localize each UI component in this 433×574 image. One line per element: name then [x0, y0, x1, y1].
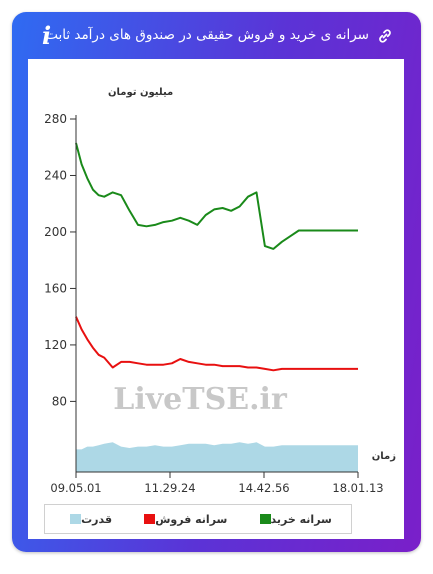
y-axis-label: میلیون تومان	[108, 87, 173, 98]
x-axis-label: زمان	[372, 451, 396, 462]
legend-swatch	[144, 514, 156, 524]
chart-svg: LiveTSE.ir 80 120 160 200 240 280 09.05.01 11.2…	[44, 87, 396, 495]
chart-title: سرانه ی خرید و فروش حقیقی در صندوق های د…	[45, 27, 369, 43]
series-line-1	[75, 316, 358, 372]
legend-swatch	[259, 514, 271, 524]
chart-card: i سرانه ی خرید و فروش حقیقی در صندوق های…	[12, 12, 421, 552]
legend-label: سرانه خرید	[270, 512, 332, 526]
y-tick-label: 120	[44, 338, 67, 352]
chart-panel: LiveTSE.ir 80 120 160 200 240 280 09.05.01 11.2…	[28, 59, 404, 539]
info-icon[interactable]: i	[42, 21, 52, 50]
legend-label: سرانه فروش	[155, 512, 228, 526]
x-tick-label: 11.29.24	[144, 481, 195, 495]
watermark: LiveTSE.ir	[113, 382, 288, 417]
legend-label: قدرت	[81, 512, 113, 526]
y-tick-label: 80	[52, 394, 67, 408]
legend-swatch	[70, 514, 82, 524]
legend: سرانه خرید سرانه فروش قدرت	[44, 504, 352, 534]
series-area-2	[76, 442, 358, 472]
legend-item[interactable]: سرانه خرید	[254, 513, 332, 526]
card-header: i سرانه ی خرید و فروش حقیقی در صندوق های…	[12, 12, 421, 60]
legend-item[interactable]: سرانه فروش	[138, 513, 227, 526]
y-tick-label: 280	[44, 112, 67, 126]
x-tick-label: 14.42.56	[238, 481, 289, 495]
y-tick-label: 240	[44, 168, 67, 182]
legend-item[interactable]: قدرت	[64, 513, 112, 526]
x-tick-label: 18.01.13	[332, 481, 383, 495]
y-tick-label: 200	[44, 225, 67, 239]
series-line-0	[75, 142, 358, 250]
x-tick-label: 09.05.01	[50, 481, 101, 495]
link-icon[interactable]	[377, 28, 393, 48]
y-tick-label: 160	[44, 281, 67, 295]
